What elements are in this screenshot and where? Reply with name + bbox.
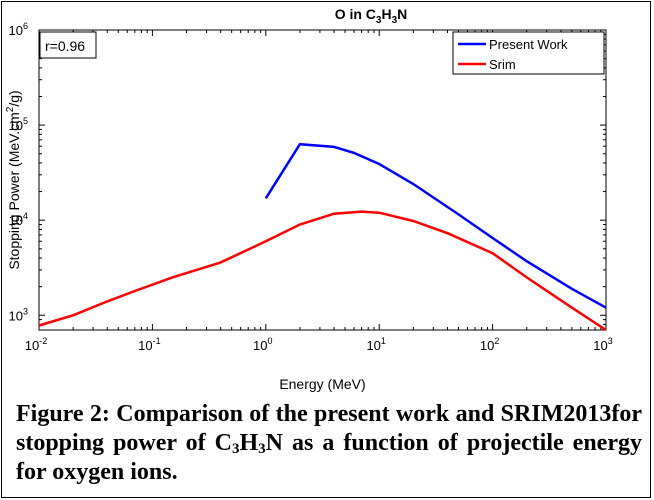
x-tick-label: 102 xyxy=(480,336,499,353)
x-tick-exponent: -2 xyxy=(39,336,47,346)
x-tick-base: 10 xyxy=(593,338,607,353)
caption-subscript-1: 3 xyxy=(232,441,240,457)
x-tick-exponent: 1 xyxy=(381,336,386,346)
caption-text-2: N as a function of projectile energy for… xyxy=(16,430,642,485)
x-tick-base: 10 xyxy=(138,338,152,353)
series-lines xyxy=(38,142,607,332)
y-label-text: Stopping Power (MeV.cm xyxy=(6,112,22,269)
figure-caption: Figure 2: Comparison of the present work… xyxy=(16,400,642,487)
x-tick-base: 10 xyxy=(480,338,494,353)
caption-subscript-2: 3 xyxy=(258,441,266,457)
caption-text-mid: H xyxy=(239,430,259,456)
title-subscript: 3 xyxy=(376,15,382,26)
title-text: N xyxy=(397,6,407,22)
y-tick-base: 10 xyxy=(9,118,23,133)
legend: Present Work Srim xyxy=(452,31,605,75)
x-axis-label: Energy (MeV) xyxy=(279,376,365,392)
y-label-superscript: 2 xyxy=(5,106,16,112)
y-label-text-tail: /g) xyxy=(6,90,22,106)
chart-title: O in C3H3N xyxy=(335,6,408,26)
legend-label: Present Work xyxy=(489,37,568,52)
y-tick-base: 10 xyxy=(9,23,23,38)
x-tick-label: 10-2 xyxy=(25,336,47,353)
title-subscript: 3 xyxy=(392,15,398,26)
y-tick-label: 103 xyxy=(9,306,28,323)
annotation-text: r=0.96 xyxy=(45,38,85,54)
y-tick-exponent: 5 xyxy=(23,116,28,126)
x-tick-exponent: -1 xyxy=(153,336,161,346)
y-tick-base: 10 xyxy=(9,308,23,323)
y-tick-label: 105 xyxy=(9,116,28,133)
x-tick-exponent: 0 xyxy=(268,336,273,346)
series-line-srim xyxy=(38,210,607,332)
y-axis-label: Stopping Power (MeV.cm2/g) xyxy=(5,90,22,269)
x-tick-base: 10 xyxy=(253,338,267,353)
title-text: O in C xyxy=(335,6,376,22)
y-tick-label: 104 xyxy=(9,211,28,228)
plot-area xyxy=(38,29,607,331)
x-tick-base: 10 xyxy=(25,338,39,353)
legend-label: Srim xyxy=(489,57,516,72)
x-tick-label: 103 xyxy=(593,336,612,353)
x-tick-exponent: 3 xyxy=(608,336,613,346)
y-tick-exponent: 4 xyxy=(23,211,28,221)
title-text: H xyxy=(381,6,391,22)
y-tick-base: 10 xyxy=(9,213,23,228)
annotation-box: r=0.96 xyxy=(39,31,97,59)
y-tick-exponent: 6 xyxy=(23,21,28,31)
x-tick-label: 100 xyxy=(253,336,272,353)
caption-text-1: Figure 2: Comparison of the present work… xyxy=(16,401,642,456)
stopping-power-chart: O in C3H3N 10-2 10-1 100 101 102 103103104105… xyxy=(5,6,613,392)
x-tick-label: 10-1 xyxy=(138,336,160,353)
legend-frame xyxy=(452,31,605,75)
series-line-present-work xyxy=(264,142,607,309)
annotation-frame xyxy=(39,31,97,59)
x-tick-exponent: 2 xyxy=(494,336,499,346)
x-tick-label: 101 xyxy=(366,336,385,353)
y-tick-label: 106 xyxy=(9,21,28,38)
x-tick-base: 10 xyxy=(366,338,380,353)
y-tick-exponent: 3 xyxy=(23,306,28,316)
